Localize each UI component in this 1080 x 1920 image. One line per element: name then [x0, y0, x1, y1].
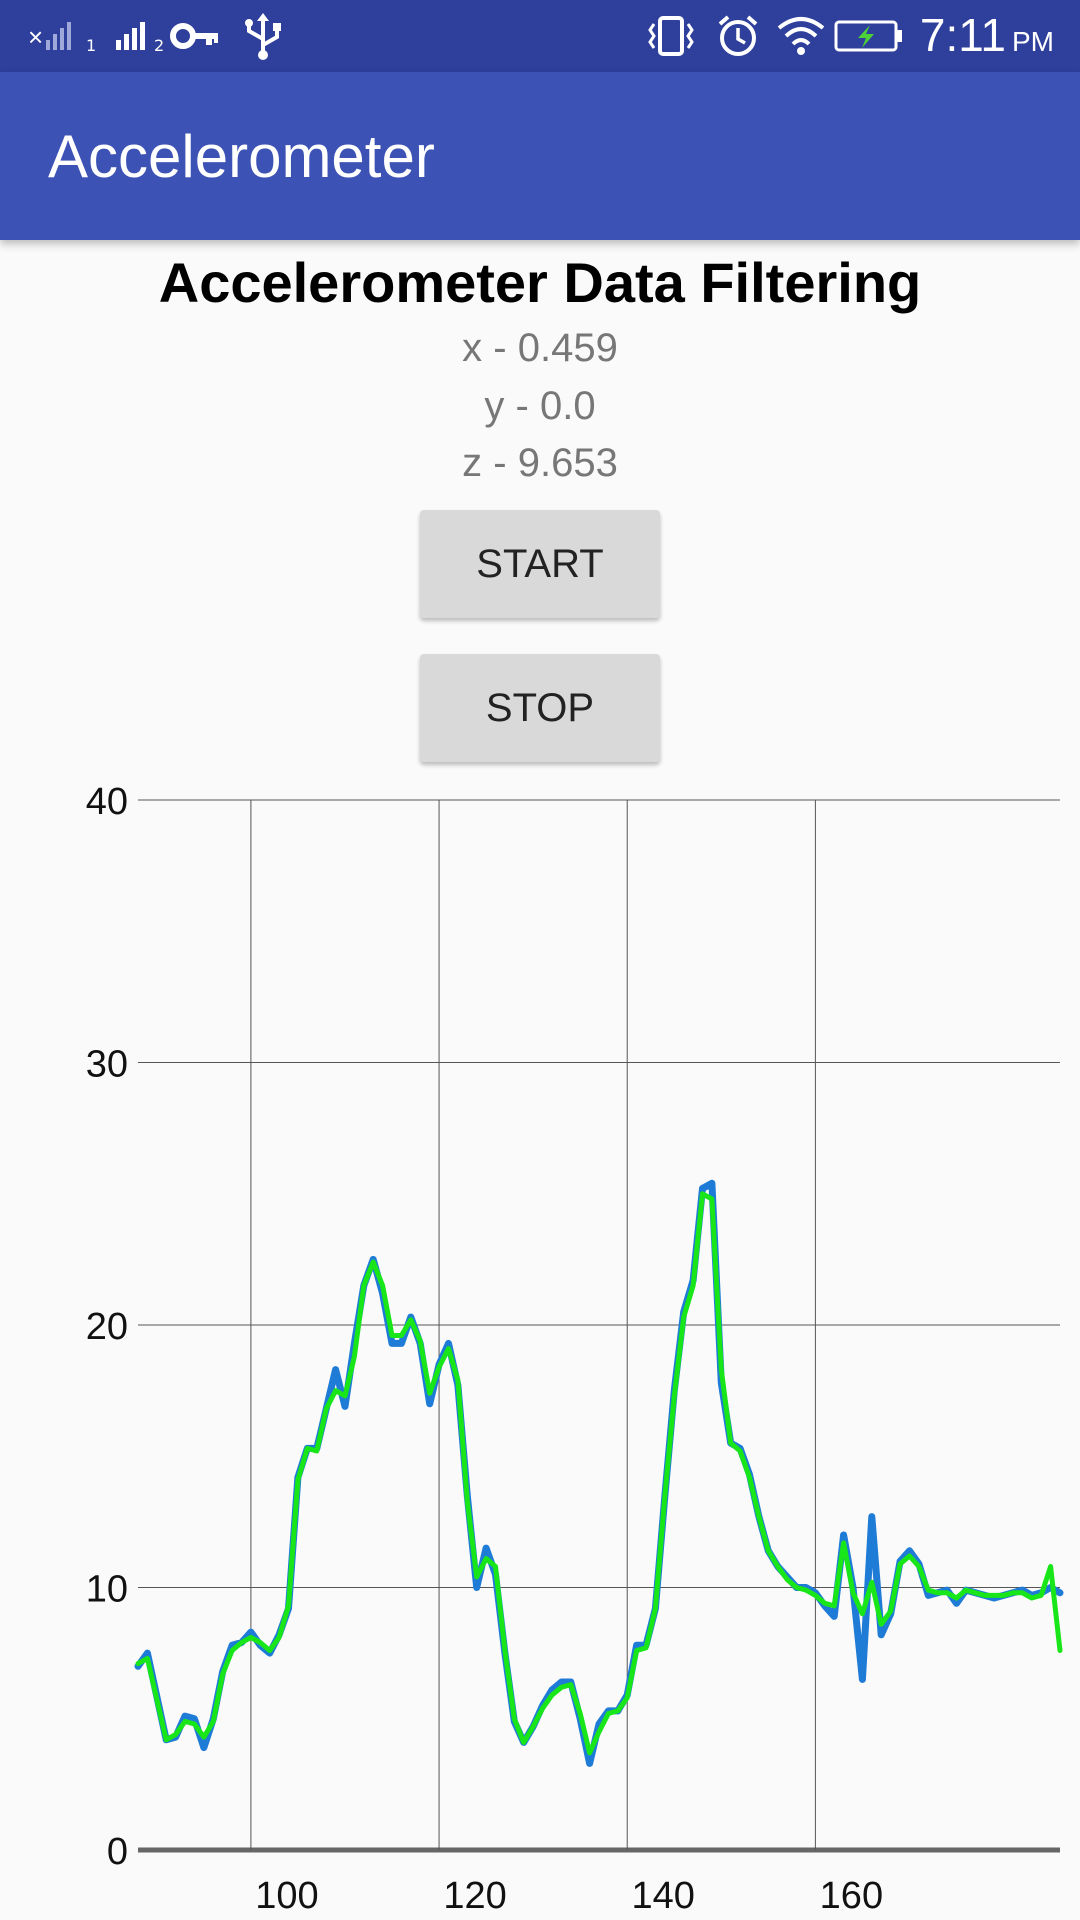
raw-series-line — [134, 1179, 1064, 1767]
status-bar: × 1 2 — [0, 0, 1080, 72]
y-reading: y - 0.0 — [484, 384, 596, 428]
y-tick-label: 30 — [86, 1044, 128, 1086]
chart-series — [134, 1179, 1064, 1767]
x-tick-label: 160 — [820, 1875, 883, 1917]
vibrate-icon — [646, 0, 696, 72]
sim1-label: 1 — [86, 36, 97, 55]
start-button[interactable]: START — [420, 510, 660, 618]
x-tick-label: 120 — [443, 1875, 506, 1917]
filtered-series-line — [135, 1191, 1063, 1756]
wifi-icon — [776, 0, 826, 72]
app-bar: Accelerometer — [0, 72, 1080, 240]
status-ampm: PM — [1012, 26, 1054, 57]
usb-icon — [240, 0, 286, 72]
app-title: Accelerometer — [48, 123, 435, 190]
stop-button[interactable]: STOP — [420, 654, 660, 762]
signal-sim1-icon: × — [26, 0, 84, 72]
svg-text:×: × — [28, 22, 43, 52]
x-axis-labels: 100 120 140 160 — [255, 1875, 883, 1917]
accelerometer-chart: 0 10 20 30 40 100 120 140 160 — [86, 781, 1064, 1917]
page-heading: Accelerometer Data Filtering — [158, 251, 922, 314]
y-tick-label: 20 — [86, 1306, 128, 1348]
status-clock: 7:11 — [919, 9, 1006, 61]
chart-grid — [138, 799, 1060, 1853]
sim2-label: 2 — [154, 36, 165, 55]
x-reading: x - 0.459 — [462, 326, 618, 370]
status-time: 7:11 PM — [920, 8, 1054, 62]
x-tick-label: 140 — [632, 1875, 695, 1917]
vpn-key-icon — [170, 0, 222, 72]
alarm-icon — [714, 0, 762, 72]
y-tick-label: 0 — [107, 1831, 128, 1873]
y-tick-label: 40 — [86, 781, 128, 823]
y-tick-label: 10 — [86, 1569, 128, 1611]
z-reading: z - 9.653 — [462, 441, 618, 485]
signal-sim2-icon — [112, 0, 156, 72]
x-tick-label: 100 — [255, 1875, 318, 1917]
y-axis-labels: 0 10 20 30 40 — [86, 781, 128, 1873]
battery-charging-icon — [834, 0, 904, 72]
